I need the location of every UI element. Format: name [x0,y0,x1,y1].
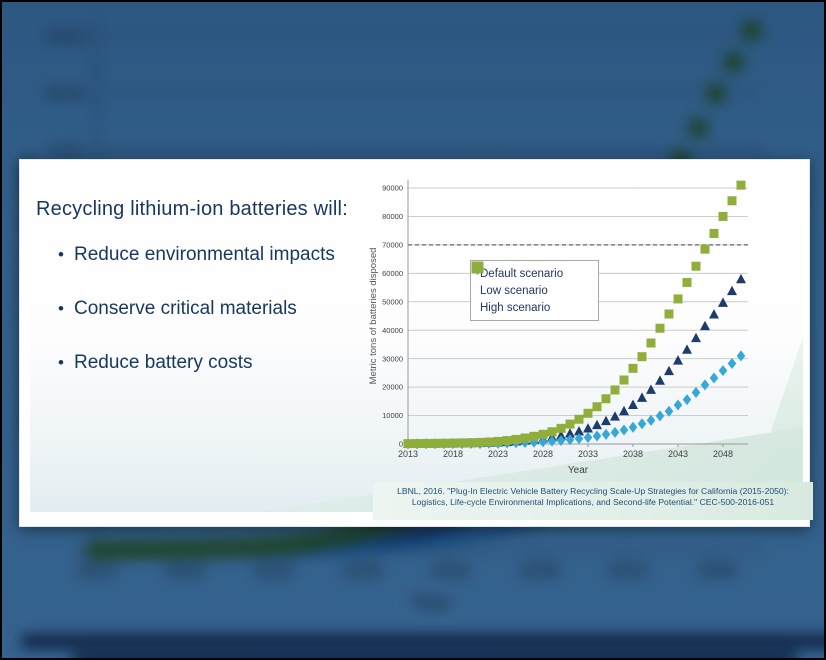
svg-text:2023: 2023 [254,561,293,581]
svg-text:20000: 20000 [382,383,403,392]
legend-square-icon [471,261,484,274]
legend-label: High scenario [480,302,551,314]
svg-text:2028: 2028 [533,449,553,459]
svg-text:2043: 2043 [608,561,647,581]
bullet-text: Reduce environmental impacts [74,244,335,265]
slide-background [30,164,803,512]
svg-text:40000: 40000 [382,326,403,335]
svg-text:90000: 90000 [382,184,403,193]
bullet-text: Reduce battery costs [74,352,253,373]
legend-item-default-scenario: Default scenario [471,261,590,280]
chart-legend: Default scenario Low scenario High scena… [470,260,599,321]
citation-line-1: LBNL, 2016. "Plug-In Electric Vehicle Ba… [397,486,789,496]
svg-text:60000: 60000 [382,269,403,278]
scenario-chart: 0 10000 20000 30000 40000 50000 60000 70000 8000… [360,166,805,486]
svg-text:2028: 2028 [342,561,381,581]
svg-text:2048: 2048 [713,449,733,459]
legend-label: Low scenario [480,285,548,297]
legend-item-high-scenario: High scenario [471,261,590,314]
svg-text:2048: 2048 [696,561,735,581]
legend-item-low-scenario: Low scenario [471,261,590,297]
svg-text:50000: 50000 [382,297,403,306]
svg-text:Year: Year [411,592,451,614]
svg-text:2033: 2033 [431,561,470,581]
svg-text:2018: 2018 [165,561,204,581]
svg-text:30000: 30000 [382,354,403,363]
svg-text:2038: 2038 [519,561,558,581]
scenario-chart-svg: 0 10000 20000 30000 40000 50000 60000 70000 8000… [368,180,748,476]
svg-text:2018: 2018 [443,449,463,459]
svg-text:10000: 10000 [382,411,403,420]
svg-text:0: 0 [78,544,86,560]
svg-text:80000: 80000 [382,212,403,221]
bullet-list: • Reduce environmental impacts • Conserv… [58,244,378,406]
svg-text:70000: 70000 [382,240,403,249]
svg-text:80000: 80000 [46,86,87,102]
svg-text:2043: 2043 [668,449,688,459]
legend-label: Default scenario [480,268,564,280]
svg-text:2023: 2023 [488,449,508,459]
svg-text:2038: 2038 [623,449,643,459]
bullet-dot-icon: • [58,245,64,264]
svg-text:90000: 90000 [46,29,87,45]
bullet-text: Conserve critical materials [74,298,297,319]
slide-card: Recycling lithium-ion batteries will: • … [19,159,813,527]
slide-title: Recycling lithium-ion batteries will: [36,198,348,220]
citation-line-2: Logistics, Life-cycle Environmental Impl… [411,496,775,507]
svg-text:0: 0 [399,440,403,449]
bullet-dot-icon: • [58,299,64,318]
svg-text:2013: 2013 [398,449,418,459]
bullet-item: • Reduce environmental impacts [58,244,378,266]
svg-text:2013: 2013 [77,561,116,581]
bullet-dot-icon: • [58,353,64,372]
svg-text:Year: Year [568,465,589,476]
svg-text:Metric tons of batteries dispo: Metric tons of batteries disposed [368,248,379,385]
svg-text:2033: 2033 [578,449,598,459]
bullet-item: • Reduce battery costs [58,352,378,374]
bullet-item: • Conserve critical materials [58,298,378,320]
citation: LBNL, 2016. "Plug-In Electric Vehicle Ba… [373,482,813,520]
svg-text:70000: 70000 [46,144,87,160]
